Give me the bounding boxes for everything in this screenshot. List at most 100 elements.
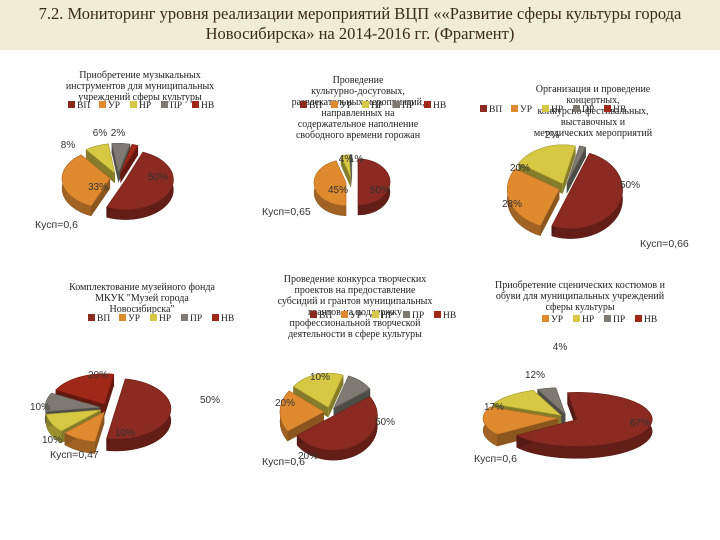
pie-slice-УР: [64, 411, 105, 443]
data-label: 50%: [620, 180, 640, 191]
legend-label: ВП: [489, 105, 502, 115]
legend-swatch: [300, 101, 307, 108]
legend-label: НР: [371, 101, 383, 111]
pie-slice-НР: [340, 154, 352, 178]
chart-title-line: МКУК "Музей города: [95, 293, 189, 304]
pie-slice-УР: [313, 160, 347, 207]
pie-slice-wall: [104, 374, 114, 417]
legend-swatch: [542, 315, 549, 322]
legend-label: НВ: [443, 311, 456, 321]
chart-title-line: направленных на: [321, 108, 395, 119]
legend-swatch: [192, 101, 199, 108]
legend-label: НР: [159, 314, 171, 324]
chart-title-line: свободного времени горожан: [296, 130, 421, 141]
pie-slice-ВП: [551, 152, 623, 229]
legend-label: ПР: [170, 101, 182, 111]
pie-slice-ВП: [357, 158, 391, 206]
data-label: 1%: [349, 154, 364, 165]
data-label: 50%: [370, 185, 390, 196]
legend-label: НР: [582, 315, 594, 325]
kusp-value: Кусп=0,6: [474, 453, 517, 465]
kusp-value: Кусп=0,6: [262, 456, 305, 468]
pie-slice-ПР: [349, 154, 353, 178]
legend-swatch: [403, 311, 410, 318]
legend-swatch: [331, 101, 338, 108]
pie-slice-wall: [566, 147, 586, 194]
slide-title: 7.2. Мониторинг уровня реализации меропр…: [0, 4, 720, 44]
data-label: 10%: [310, 372, 330, 383]
data-label: 33%: [88, 182, 108, 193]
legend-swatch: [573, 105, 580, 112]
slide-title-line-2: Новосибирска» на 2014-2016 гг. (Фрагмент…: [205, 24, 515, 43]
chart-title-line: конкурсно-фестивальных,: [537, 106, 648, 117]
data-label: 4%: [339, 154, 354, 165]
legend-label: ПР: [582, 105, 594, 115]
pie-slice-ВП: [296, 396, 378, 451]
legend-swatch: [88, 314, 95, 321]
legend-label: НВ: [644, 315, 657, 325]
legend-label: ПР: [402, 101, 414, 111]
data-label: 10%: [115, 428, 135, 439]
chart-title-line: содержательное наполнение: [298, 119, 419, 130]
legend-label: УР: [108, 101, 120, 111]
legend-swatch: [341, 311, 348, 318]
legend-label: УР: [350, 311, 362, 321]
legend-swatch: [604, 105, 611, 112]
kusp-value: Кусп=0,6: [35, 219, 78, 231]
legend-swatch: [573, 315, 580, 322]
chart-title-line: Проведение конкурса творческих: [284, 274, 426, 285]
legend-swatch: [393, 101, 400, 108]
legend-label: НР: [139, 101, 151, 111]
chart-title-line: культурно-досуговых,: [311, 86, 405, 97]
chart-title-line: методических мероприятий: [534, 128, 653, 139]
data-label: 2%: [111, 128, 126, 139]
data-label: 28%: [502, 199, 522, 210]
kusp-value: Кусп=0,47: [50, 449, 99, 461]
data-label: 45%: [328, 185, 348, 196]
data-label: 50%: [375, 417, 395, 428]
data-label: 4%: [553, 342, 568, 353]
data-label: 20%: [510, 163, 530, 174]
legend-swatch: [434, 311, 441, 318]
legend-swatch: [635, 315, 642, 322]
data-label: 10%: [30, 402, 50, 413]
data-label: 20%: [298, 451, 318, 462]
chart-title-line: сферы культуры: [545, 302, 614, 313]
data-label: 50%: [148, 172, 168, 183]
pie-slice-wall: [328, 375, 344, 418]
pie-slice-wall: [120, 145, 138, 184]
chart-title-line: развлекательных мероприятий,: [292, 97, 425, 108]
chart-title-line: Приобретение сценических костюмов и: [495, 280, 666, 291]
legend-label: УР: [520, 105, 532, 115]
pie-slice-wall: [341, 155, 351, 188]
kusp-value: Кусп=0,66: [640, 238, 689, 250]
pie-slice-НР: [492, 389, 563, 416]
chart-title-line: инструментов для муниципальных: [66, 81, 214, 92]
data-label: 20%: [88, 370, 108, 381]
legend-label: НВ: [433, 101, 446, 111]
chart-title-line: Организация и проведение: [536, 84, 651, 95]
legend-swatch: [362, 101, 369, 108]
data-label: 6%: [93, 128, 108, 139]
legend-label: УР: [128, 314, 140, 324]
chart-title-line: Проведение: [333, 75, 384, 86]
pie-slice-wall: [91, 178, 111, 216]
data-label: 50%: [200, 395, 220, 406]
legend-label: НР: [381, 311, 393, 321]
chart-title-line: субсидий и грантов муниципальных: [278, 296, 433, 307]
chart-title-line: обуви для муниципальных учреждений: [496, 291, 665, 302]
chart-title-line: проектов на предоставление: [295, 285, 416, 296]
pie-slice-УР: [61, 154, 111, 207]
slide-title-line-1: 7.2. Мониторинг уровня реализации меропр…: [38, 4, 682, 23]
legend-swatch: [511, 105, 518, 112]
legend-swatch: [542, 105, 549, 112]
legend-swatch: [119, 314, 126, 321]
pie-slice-wall: [562, 145, 576, 194]
pie-slice-ВП: [106, 378, 172, 440]
kusp-value: Кусп=0,65: [262, 206, 311, 218]
legend-swatch: [480, 105, 487, 112]
